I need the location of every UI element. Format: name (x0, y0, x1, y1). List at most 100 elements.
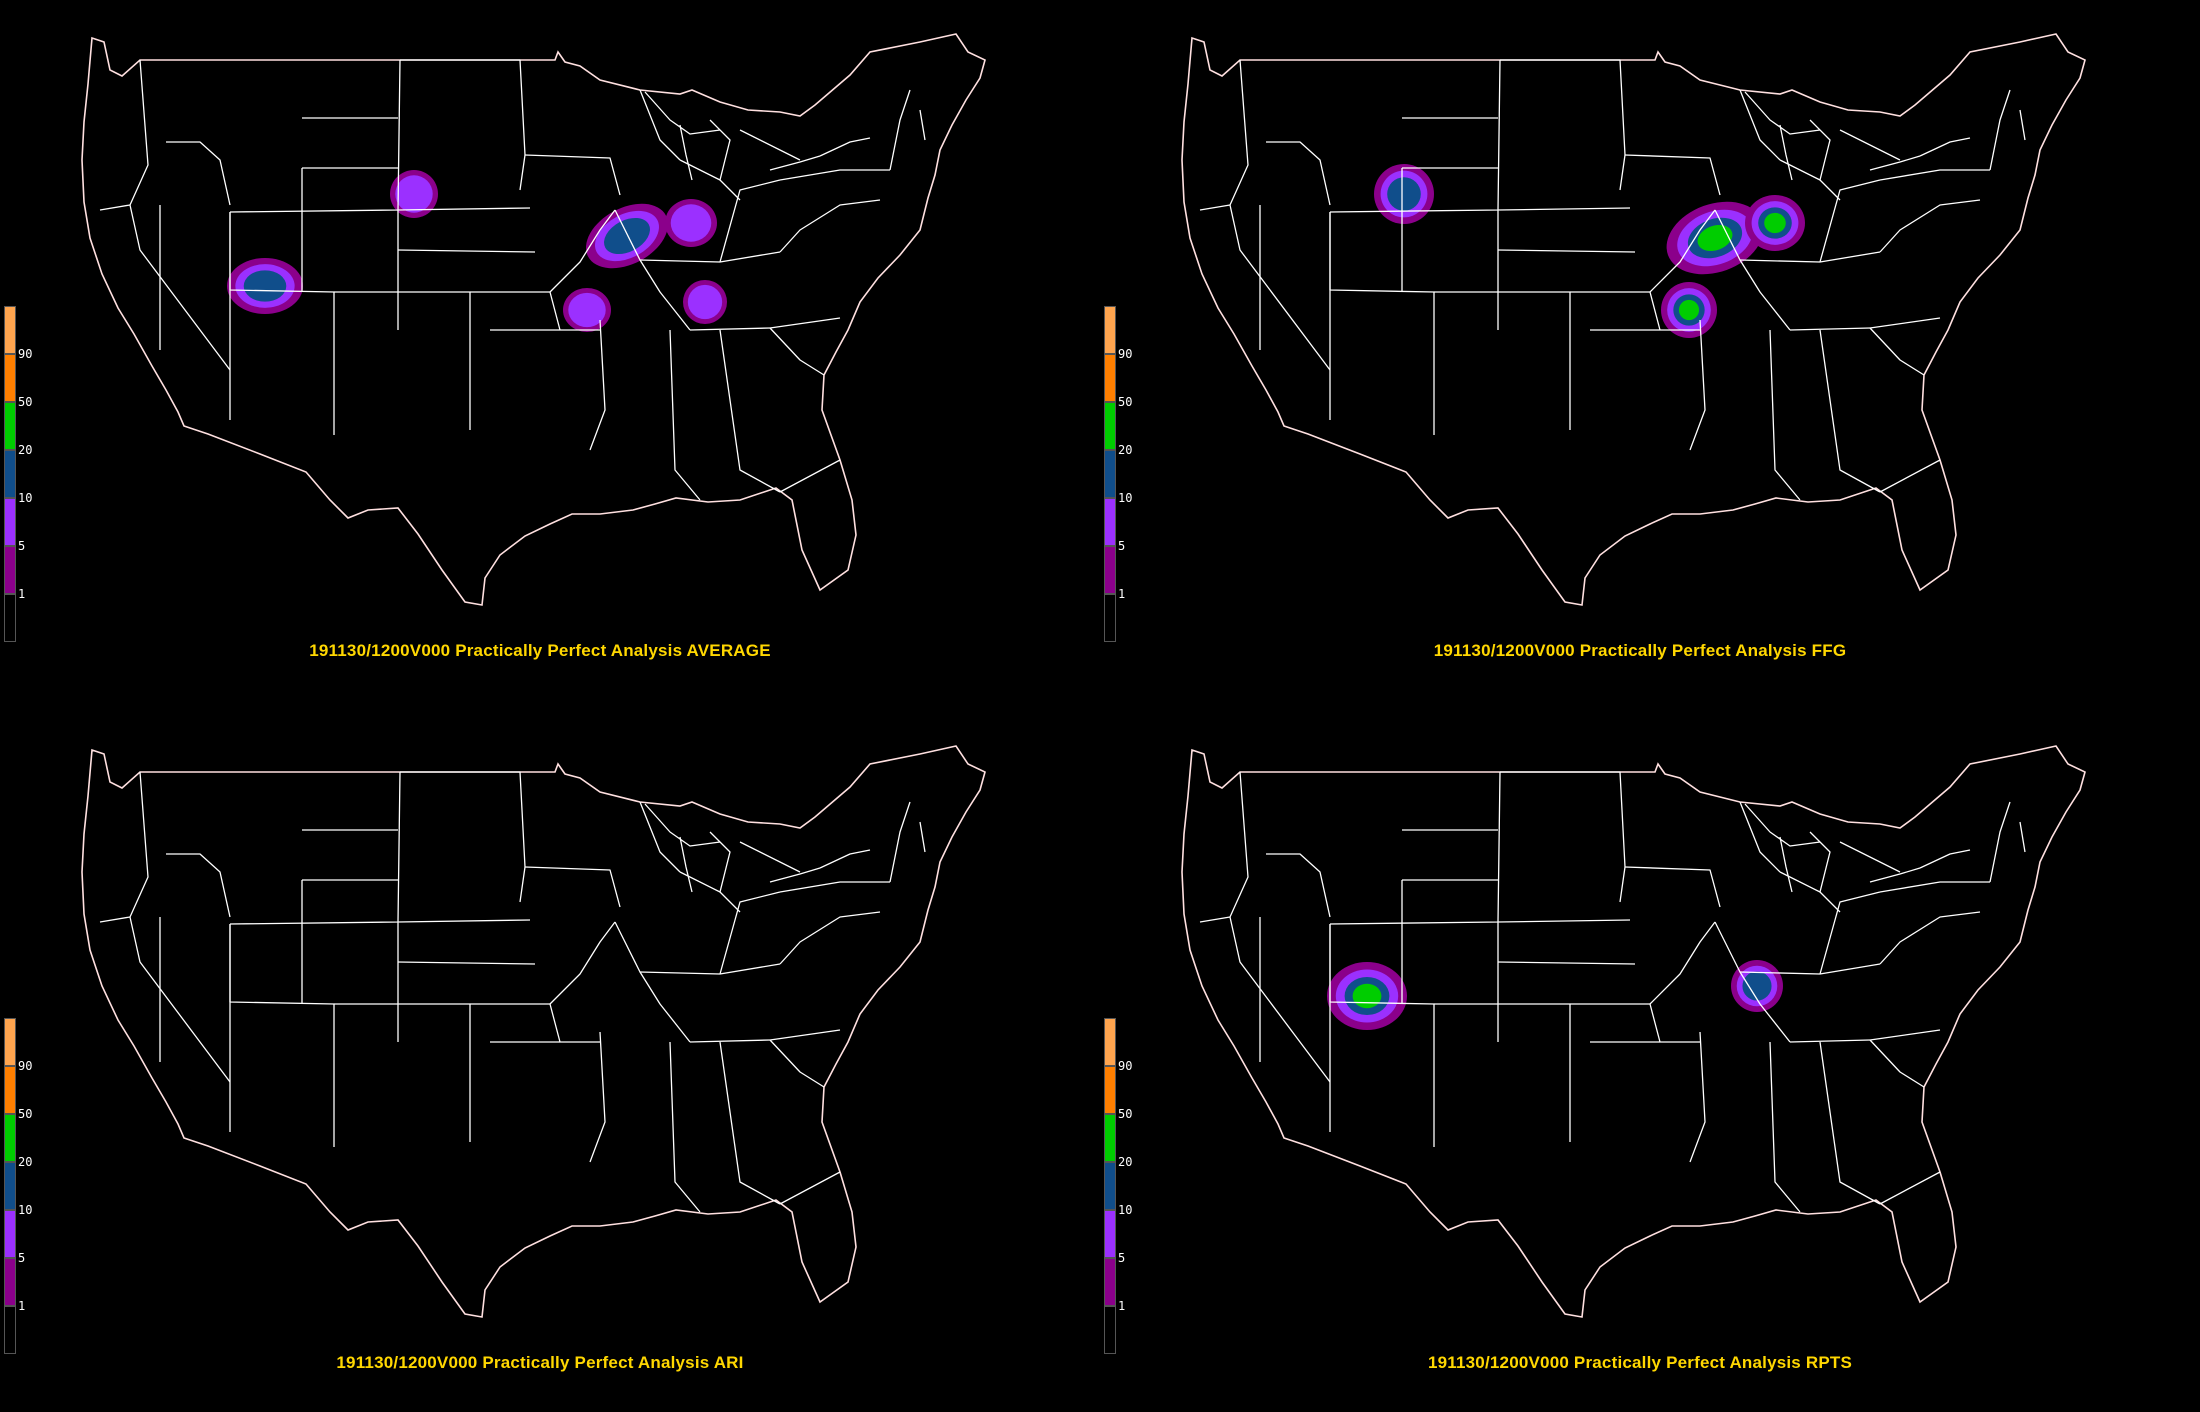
map-rpts-boundary-38 (1809, 831, 1831, 893)
map-rpts-boundary-39 (1869, 867, 1921, 883)
colorbar-label-average-5: 5 (18, 539, 26, 553)
map-ari-boundary-15 (470, 1003, 561, 1043)
colorbar-label-ari-10: 10 (18, 1203, 33, 1217)
map-ari-boundary-35 (779, 1171, 841, 1205)
map-rpts-boundary-40 (1919, 849, 1971, 869)
map-ari-boundary-20 (614, 921, 691, 1043)
map-ffg-boundary-32 (1989, 89, 2011, 171)
map-average-state-boundaries (81, 33, 986, 606)
map-ari-boundary-13 (397, 919, 531, 923)
map-average-boundary-25 (769, 317, 841, 329)
colorbar-label-ari-50: 50 (18, 1107, 33, 1121)
map-ari-state-boundaries (81, 745, 986, 1318)
map-rpts-boundary-33 (2019, 821, 2026, 853)
colorbar-label-ari-90: 90 (18, 1059, 33, 1073)
map-rpts-boundary-35 (1879, 1171, 1941, 1205)
map-average-contour-3-1 (670, 204, 712, 242)
map-rpts-boundary-3 (1266, 853, 1331, 918)
map-average-boundary-31 (739, 129, 801, 161)
colorbar-swatch-ffg-1 (1104, 546, 1116, 594)
map-ffg-contour-0-2 (1387, 177, 1421, 211)
map-rpts-contour-1-2 (1742, 971, 1772, 1001)
map-ffg-boundary-39 (1869, 155, 1921, 171)
map-ffg-boundary-24 (1819, 329, 1881, 493)
map-average-boundary-30 (639, 89, 681, 161)
map-ari-boundary-28 (779, 911, 881, 965)
map-ffg-boundary-13 (1497, 207, 1631, 211)
map-ari-boundary-26 (719, 891, 781, 975)
map-ffg-boundary-36 (1744, 91, 1821, 135)
colorbar-swatch-average-2 (4, 498, 16, 546)
map-ari-boundary-24 (719, 1041, 781, 1205)
map-ffg-boundary-26 (1819, 179, 1881, 263)
panel-rpts: 1 5 10 20 50 90 191130/1200V000 Practically P… (1100, 712, 2200, 1412)
colorbar-label-ffg-50: 50 (1118, 395, 1133, 409)
map-average-contour-4-1 (568, 292, 606, 328)
colorbar-swatch-ari-4 (4, 1114, 16, 1162)
map-ari-boundary-40 (819, 849, 871, 869)
map-ffg-boundary-25 (1869, 317, 1941, 329)
map-average-boundary-2 (99, 59, 149, 211)
map-average-boundary-0 (229, 59, 401, 213)
colorbar-label-rpts-5: 5 (1118, 1251, 1126, 1265)
map-rpts-boundary-27 (1879, 881, 1990, 893)
map-rpts-state-boundaries (1181, 745, 2086, 1318)
map-ffg-boundary-30 (1739, 89, 1781, 161)
colorbar-swatch-ari-6 (4, 1018, 16, 1066)
map-average-boundary-22 (689, 327, 771, 331)
colorbar-label-rpts-20: 20 (1118, 1155, 1133, 1169)
map-rpts-boundary-32 (1989, 801, 2011, 883)
map-ffg-boundary-37 (1779, 124, 1793, 181)
map-ari-boundary-3 (166, 853, 231, 918)
map-average-boundary-6 (229, 212, 335, 435)
map-rpts-contour-0-3 (1352, 983, 1382, 1009)
colorbar-label-ffg-90: 90 (1118, 347, 1133, 361)
map-rpts (1181, 745, 2086, 1318)
map-ari-boundary-31 (739, 841, 801, 873)
map-ari-boundary-34 (769, 1039, 825, 1088)
map-average-boundary-19 (549, 209, 616, 293)
colorbar-swatch-ffg-2 (1104, 498, 1116, 546)
colorbar-label-average-1: 1 (18, 587, 26, 601)
colorbar-average: 1 5 10 20 50 90 (4, 306, 32, 642)
map-average-boundary-36 (644, 91, 721, 135)
map-average-boundary-26 (719, 179, 781, 263)
colorbar-swatch-rpts-3 (1104, 1162, 1116, 1210)
map-rpts-boundary-19 (1649, 921, 1716, 1005)
map-average-boundary-40 (819, 137, 871, 157)
map-average-boundary-37 (679, 124, 693, 181)
map-average-boundary-28 (779, 199, 881, 253)
map-average-boundary-18 (589, 319, 606, 451)
map-rpts-boundary-6 (1329, 924, 1435, 1147)
map-ari-boundary-7 (334, 1003, 471, 1142)
map-ari-boundary-0 (229, 771, 401, 925)
map-ffg-boundary-14 (1497, 249, 1636, 253)
colorbar-swatch-average-0 (4, 594, 16, 642)
map-average-boundary-17 (524, 154, 621, 196)
colorbar-swatch-ari-1 (4, 1258, 16, 1306)
colorbar-swatch-rpts-6 (1104, 1018, 1116, 1066)
map-ari-boundary-32 (889, 801, 911, 883)
colorbar-swatch-ffg-4 (1104, 402, 1116, 450)
map-ffg-boundary-40 (1919, 137, 1971, 157)
map-rpts-boundary-18 (1689, 1031, 1706, 1163)
colorbar-ffg: 1 5 10 20 50 90 (1104, 306, 1132, 642)
colorbar-swatch-ffg-6 (1104, 306, 1116, 354)
map-ffg-boundary-15 (1570, 291, 1661, 331)
map-ari-boundary-27 (779, 881, 890, 893)
map-rpts-boundary-0 (1329, 771, 1501, 925)
map-average-coastline (81, 33, 986, 606)
map-ffg-boundary-20 (1714, 209, 1791, 331)
map-average-boundary-38 (709, 119, 731, 181)
map-ari-boundary-33 (919, 821, 926, 853)
map-ari-boundary-18 (589, 1031, 606, 1163)
map-ari-boundary-23 (669, 1041, 701, 1213)
map-average-boundary-24 (719, 329, 781, 493)
map-rpts-boundary-36 (1744, 803, 1821, 847)
map-ffg-boundary-35 (1879, 459, 1941, 493)
map-average-boundary-12 (400, 59, 526, 191)
map-ffg-boundary-27 (1879, 169, 1990, 181)
map-rpts-boundary-24 (1819, 1041, 1881, 1205)
map-ffg-boundary-19 (1649, 209, 1716, 293)
map-ffg-contour-1-3 (1697, 224, 1733, 252)
